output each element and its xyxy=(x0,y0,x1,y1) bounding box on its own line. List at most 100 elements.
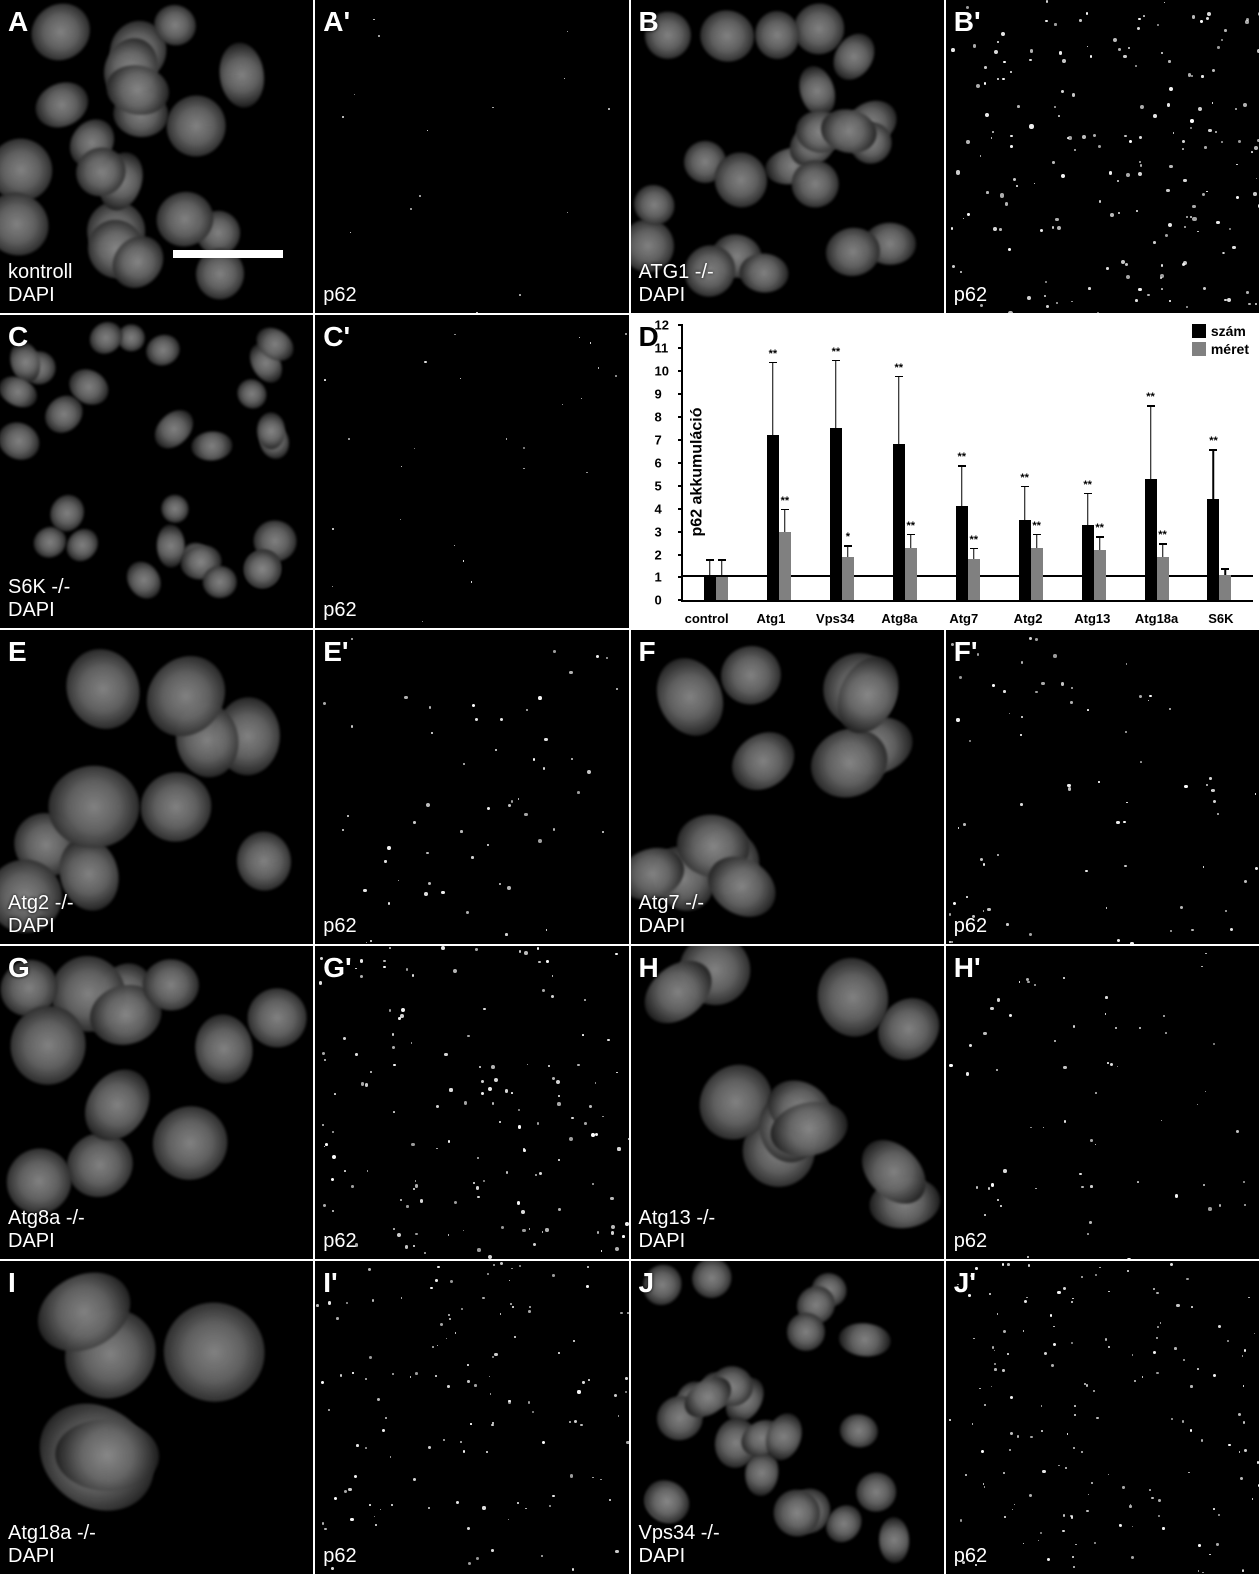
p62-punctum xyxy=(1132,1526,1133,1527)
p62-punctum xyxy=(1161,288,1163,290)
p62-punctum xyxy=(545,1228,548,1231)
p62-punctum xyxy=(424,892,428,896)
p62-punctum xyxy=(460,830,463,833)
micrograph-panel-Ep: E'p62 xyxy=(315,630,628,943)
p62-punctum xyxy=(461,1308,463,1310)
p62-punctum xyxy=(1213,1374,1216,1377)
p62-punctum xyxy=(1044,295,1046,297)
p62-punctum xyxy=(551,995,554,998)
bar xyxy=(716,577,728,600)
p62-punctum xyxy=(517,1502,519,1504)
p62-punctum xyxy=(505,1089,508,1092)
p62-punctum xyxy=(1062,59,1066,63)
p62-punctum xyxy=(1139,136,1142,139)
p62-punctum xyxy=(398,1017,401,1020)
p62-punctum xyxy=(622,1235,625,1238)
p62-punctum xyxy=(992,684,995,687)
p62-punctum xyxy=(542,989,545,992)
p62-punctum xyxy=(436,1148,438,1150)
p62-punctum xyxy=(342,829,344,831)
p62-punctum xyxy=(1184,785,1187,788)
bar-group: ** xyxy=(1188,325,1251,600)
p62-punctum xyxy=(437,1266,440,1269)
bar xyxy=(893,444,905,600)
p62-punctum xyxy=(401,1297,403,1299)
micrograph-panel-Hp: H'p62 xyxy=(946,946,1259,1259)
p62-punctum xyxy=(495,749,498,752)
p62-punctum xyxy=(1221,141,1223,143)
p62-punctum xyxy=(1204,146,1207,149)
p62-punctum xyxy=(598,367,600,369)
p62-punctum xyxy=(1061,682,1065,686)
p62-punctum xyxy=(1017,1435,1020,1438)
micrograph-panel-Bp: B'p62 xyxy=(946,0,1259,313)
p62-punctum xyxy=(383,960,385,962)
p62-punctum xyxy=(350,1518,353,1521)
p62-punctum xyxy=(983,863,986,866)
p62-punctum xyxy=(1174,1347,1177,1350)
p62-punctum xyxy=(387,846,391,850)
p62-punctum xyxy=(997,998,1000,1001)
nucleus xyxy=(0,416,46,467)
xtick-label: Vps34 xyxy=(803,611,867,626)
p62-punctum xyxy=(1190,1429,1193,1432)
p62-punctum xyxy=(1132,1354,1134,1356)
p62-punctum xyxy=(1035,691,1038,694)
p62-punctum xyxy=(1137,27,1140,30)
nucleus xyxy=(837,1321,891,1358)
p62-punctum xyxy=(1245,20,1249,24)
p62-punctum xyxy=(1029,124,1033,128)
p62-punctum xyxy=(527,1064,529,1066)
p62-punctum xyxy=(369,1356,372,1359)
p62-punctum xyxy=(618,1415,620,1417)
p62-punctum xyxy=(411,1143,414,1146)
p62-punctum xyxy=(348,438,350,440)
p62-punctum xyxy=(577,1064,579,1066)
p62-punctum xyxy=(606,657,608,659)
p62-punctum xyxy=(453,969,457,973)
p62-punctum xyxy=(1148,700,1149,701)
p62-punctum xyxy=(467,1364,469,1366)
p62-punctum xyxy=(519,950,521,952)
p62-punctum xyxy=(1217,46,1220,49)
p62-punctum xyxy=(1001,32,1005,36)
panel-caption: p62 xyxy=(954,915,987,938)
p62-punctum xyxy=(518,1109,520,1111)
p62-punctum xyxy=(375,1524,377,1526)
p62-punctum xyxy=(625,333,627,335)
p62-punctum xyxy=(1213,1508,1215,1510)
p62-punctum xyxy=(1153,114,1157,118)
error-bar xyxy=(1019,486,1031,520)
p62-punctum xyxy=(1218,1325,1221,1328)
p62-punctum xyxy=(1090,55,1092,57)
p62-punctum xyxy=(1065,1467,1067,1469)
p62-punctum xyxy=(331,1178,334,1181)
panel-caption: Atg18a -/- DAPI xyxy=(8,1522,96,1568)
p62-punctum xyxy=(368,1268,371,1271)
p62-punctum xyxy=(1183,179,1187,183)
p62-punctum xyxy=(529,1228,530,1229)
p62-punctum xyxy=(523,447,525,449)
scale-bar xyxy=(173,250,283,258)
p62-punctum xyxy=(332,1155,336,1159)
p62-punctum xyxy=(322,1124,325,1127)
p62-punctum xyxy=(1227,298,1231,302)
p62-punctum xyxy=(509,1280,510,1281)
p62-punctum xyxy=(991,1183,994,1186)
nucleus xyxy=(713,637,790,713)
p62-punctum xyxy=(384,860,386,862)
nucleus xyxy=(234,828,294,892)
p62-punctum xyxy=(1088,1494,1089,1495)
p62-punctum xyxy=(435,1279,438,1282)
p62-punctum xyxy=(332,1210,334,1212)
p62-punctum xyxy=(1073,1447,1075,1449)
p62-punctum xyxy=(1201,966,1203,968)
p62-punctum xyxy=(552,975,554,977)
p62-punctum xyxy=(546,960,549,963)
p62-punctum xyxy=(1029,933,1032,936)
p62-punctum xyxy=(1119,1524,1122,1527)
p62-punctum xyxy=(523,468,525,470)
p62-punctum xyxy=(1161,1120,1162,1121)
p62-punctum xyxy=(1153,1288,1155,1290)
p62-punctum xyxy=(552,1077,555,1080)
